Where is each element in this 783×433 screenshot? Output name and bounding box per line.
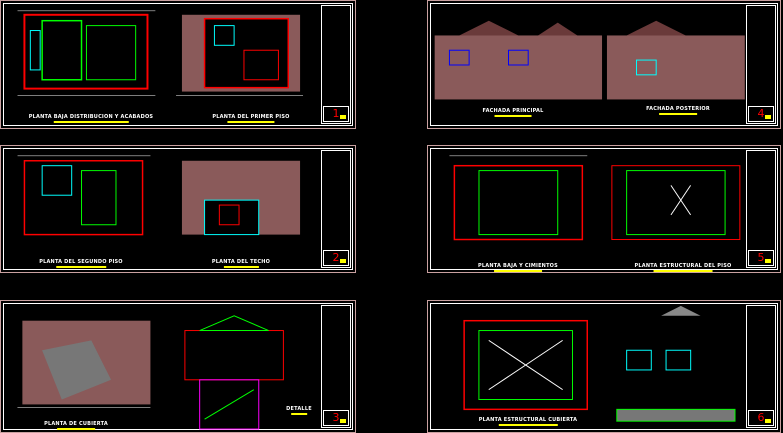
sheet-frame: [3, 303, 353, 430]
sheet-frame: [430, 3, 778, 126]
sheet-number: 4: [748, 106, 774, 122]
roof-structure-drawing: [463, 305, 736, 422]
facades-drawing: [434, 20, 745, 100]
drawing-title: PLANTA BAJA Y CIMIENTOS: [478, 263, 558, 272]
sheet-number: 5: [748, 250, 774, 266]
drawing-title: PLANTA BAJA DISTRIBUCION Y ACABADOS: [29, 114, 153, 123]
roof-and-section-drawing: [17, 315, 284, 430]
title-block: [321, 5, 351, 124]
title-block: [746, 150, 776, 268]
drawing-title: PLANTA ESTRUCTURAL DEL PISO: [635, 263, 732, 272]
drawing-title: PLANTA DE CUBIERTA: [44, 421, 108, 430]
sheet-3[interactable]: PLANTA DE CUBIERTA DETALLE 3: [0, 300, 356, 433]
drawing-title: FACHADA POSTERIOR: [646, 106, 710, 115]
sheet-4[interactable]: FACHADA PRINCIPAL FACHADA POSTERIOR 4: [427, 0, 781, 129]
sheet-number: 1: [323, 106, 349, 122]
sheet-number: 3: [323, 410, 349, 426]
title-block: [746, 305, 776, 428]
title-block: [321, 305, 351, 428]
sheet-1[interactable]: PLANTA BAJA DISTRIBUCION Y ACABADOS PLAN…: [0, 0, 356, 129]
sheet-frame: [430, 303, 778, 430]
title-block: [746, 5, 776, 124]
sheet-frame: [3, 148, 353, 270]
sheet-number: 2: [323, 250, 349, 266]
drawing-title: PLANTA DEL SEGUNDO PISO: [39, 259, 123, 268]
drawing-title: PLANTA ESTRUCTURAL CUBIERTA: [479, 417, 577, 426]
drawing-title: PLANTA DEL PRIMER PISO: [212, 114, 289, 123]
floor-plans-drawing: [17, 10, 304, 96]
sheet-6[interactable]: PLANTA ESTRUCTURAL CUBIERTA 6: [427, 300, 781, 433]
sheet-number: 6: [748, 410, 774, 426]
drawing-title: FACHADA PRINCIPAL: [483, 108, 544, 117]
drawing-title: PLANTA DEL TECHO: [212, 259, 270, 268]
title-block: [321, 150, 351, 268]
floor-plans-drawing: [17, 155, 301, 236]
sheet-frame: [430, 148, 778, 270]
structural-plans-drawing: [449, 155, 741, 241]
sheet-frame: [3, 3, 353, 126]
drawing-title: DETALLE: [286, 406, 312, 415]
sheet-2[interactable]: PLANTA DEL SEGUNDO PISO PLANTA DEL TECHO…: [0, 145, 356, 273]
sheet-5[interactable]: PLANTA BAJA Y CIMIENTOS PLANTA ESTRUCTUR…: [427, 145, 781, 273]
